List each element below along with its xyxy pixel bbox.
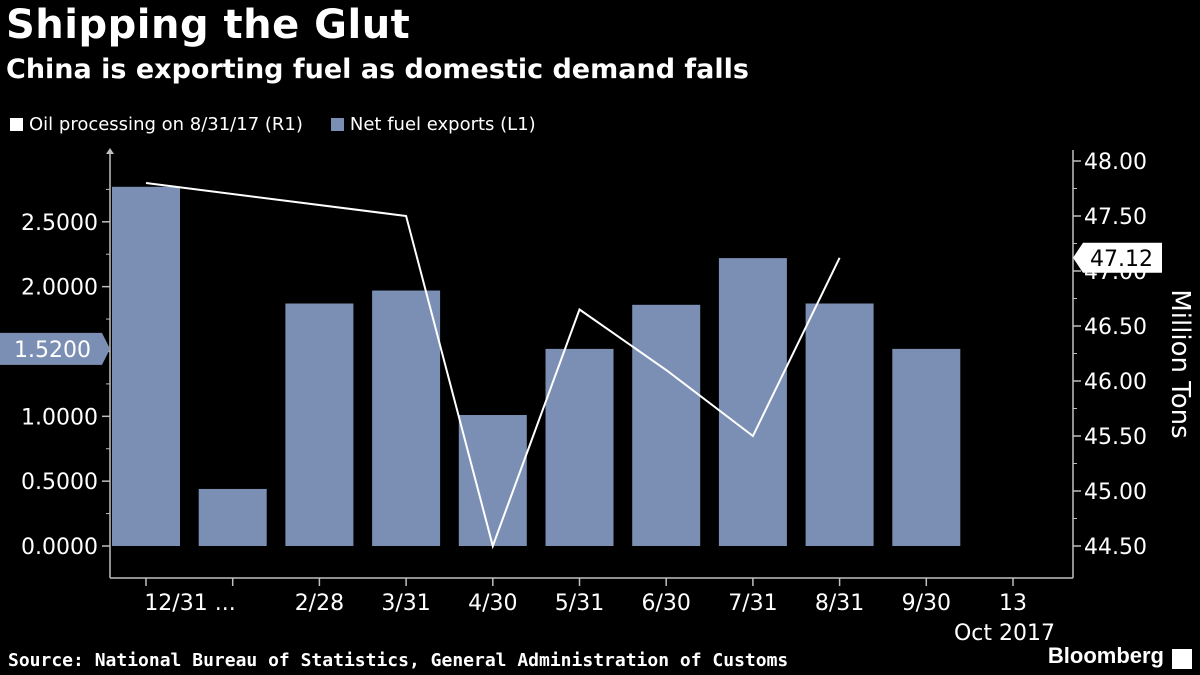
- right-last-value-label: 47.12: [1090, 247, 1153, 272]
- legend: Oil processing on 8/31/17 (R1) Net fuel …: [10, 114, 536, 135]
- chart-subtitle: China is exporting fuel as domestic dema…: [6, 54, 749, 85]
- right-axis-title: Million Tons: [1165, 289, 1195, 438]
- bar-net-fuel-exports: [285, 303, 354, 546]
- right-last-value-tag: [1073, 242, 1162, 273]
- right-axis-tick-label: 48.00: [1084, 150, 1147, 175]
- bar-net-fuel-exports: [632, 304, 701, 546]
- x-axis-tick-label: 5/31: [555, 591, 604, 616]
- left-axis-tick-label: 1.0000: [21, 405, 98, 430]
- right-axis-tick-label: 46.00: [1084, 370, 1147, 395]
- left-axis-tick-label: 2.5000: [21, 211, 98, 236]
- bar-net-fuel-exports: [718, 258, 787, 546]
- right-axis-tick-label: 45.00: [1084, 480, 1147, 505]
- x-axis-tick-label: 7/31: [728, 591, 777, 616]
- bar-net-fuel-exports: [198, 488, 267, 546]
- x-axis-sublabel: Oct 2017: [954, 621, 1055, 646]
- legend-swatch-oil-processing: [10, 118, 23, 131]
- bar-net-fuel-exports: [372, 290, 441, 546]
- chart-title: Shipping the Glut: [6, 2, 411, 48]
- x-axis-tick-label: 3/31: [381, 591, 430, 616]
- bar-net-fuel-exports: [458, 415, 527, 546]
- legend-item-net-fuel-exports: Net fuel exports (L1): [330, 114, 536, 135]
- right-axis-tick-label: 45.50: [1084, 425, 1147, 450]
- left-axis-arrow-icon: [106, 148, 114, 154]
- x-axis-tick-label: 9/30: [902, 591, 951, 616]
- brand-logo-text: Bloomberg: [1047, 643, 1164, 668]
- bar-net-fuel-exports: [892, 348, 961, 546]
- bar-net-fuel-exports: [545, 348, 614, 546]
- source-note: Source: National Bureau of Statistics, G…: [8, 650, 789, 671]
- right-axis-tick-label: 44.50: [1084, 535, 1147, 560]
- left-axis-tick-label: 0.5000: [21, 470, 98, 495]
- x-axis-tick-label: 8/31: [815, 591, 864, 616]
- left-last-value-label: 1.5200: [14, 338, 91, 363]
- bar-net-fuel-exports: [112, 186, 180, 546]
- x-axis-tick-label: 12/31 ...: [144, 591, 235, 616]
- right-axis-tick-label: 47.50: [1084, 205, 1147, 230]
- legend-item-oil-processing: Oil processing on 8/31/17 (R1): [10, 114, 303, 135]
- left-last-value-tag: [0, 332, 110, 365]
- legend-label-oil-processing: Oil processing on 8/31/17 (R1): [29, 114, 303, 135]
- left-axis-tick-label: 2.0000: [21, 276, 98, 301]
- right-axis-tick-label: 46.50: [1084, 315, 1147, 340]
- x-axis-tick-label: 2/28: [295, 591, 344, 616]
- legend-swatch-net-fuel-exports: [330, 118, 344, 131]
- bloomberg-logo-icon: [1172, 649, 1192, 669]
- x-axis-tick-label: 13: [999, 591, 1027, 616]
- bar-net-fuel-exports: [805, 303, 874, 546]
- x-axis-tick-label: 6/30: [641, 591, 690, 616]
- left-axis-tick-label: 0.0000: [21, 535, 98, 560]
- legend-label-net-fuel-exports: Net fuel exports (L1): [349, 114, 536, 135]
- line-oil-processing: [145, 182, 841, 550]
- x-axis-tick-label: 4/30: [468, 591, 517, 616]
